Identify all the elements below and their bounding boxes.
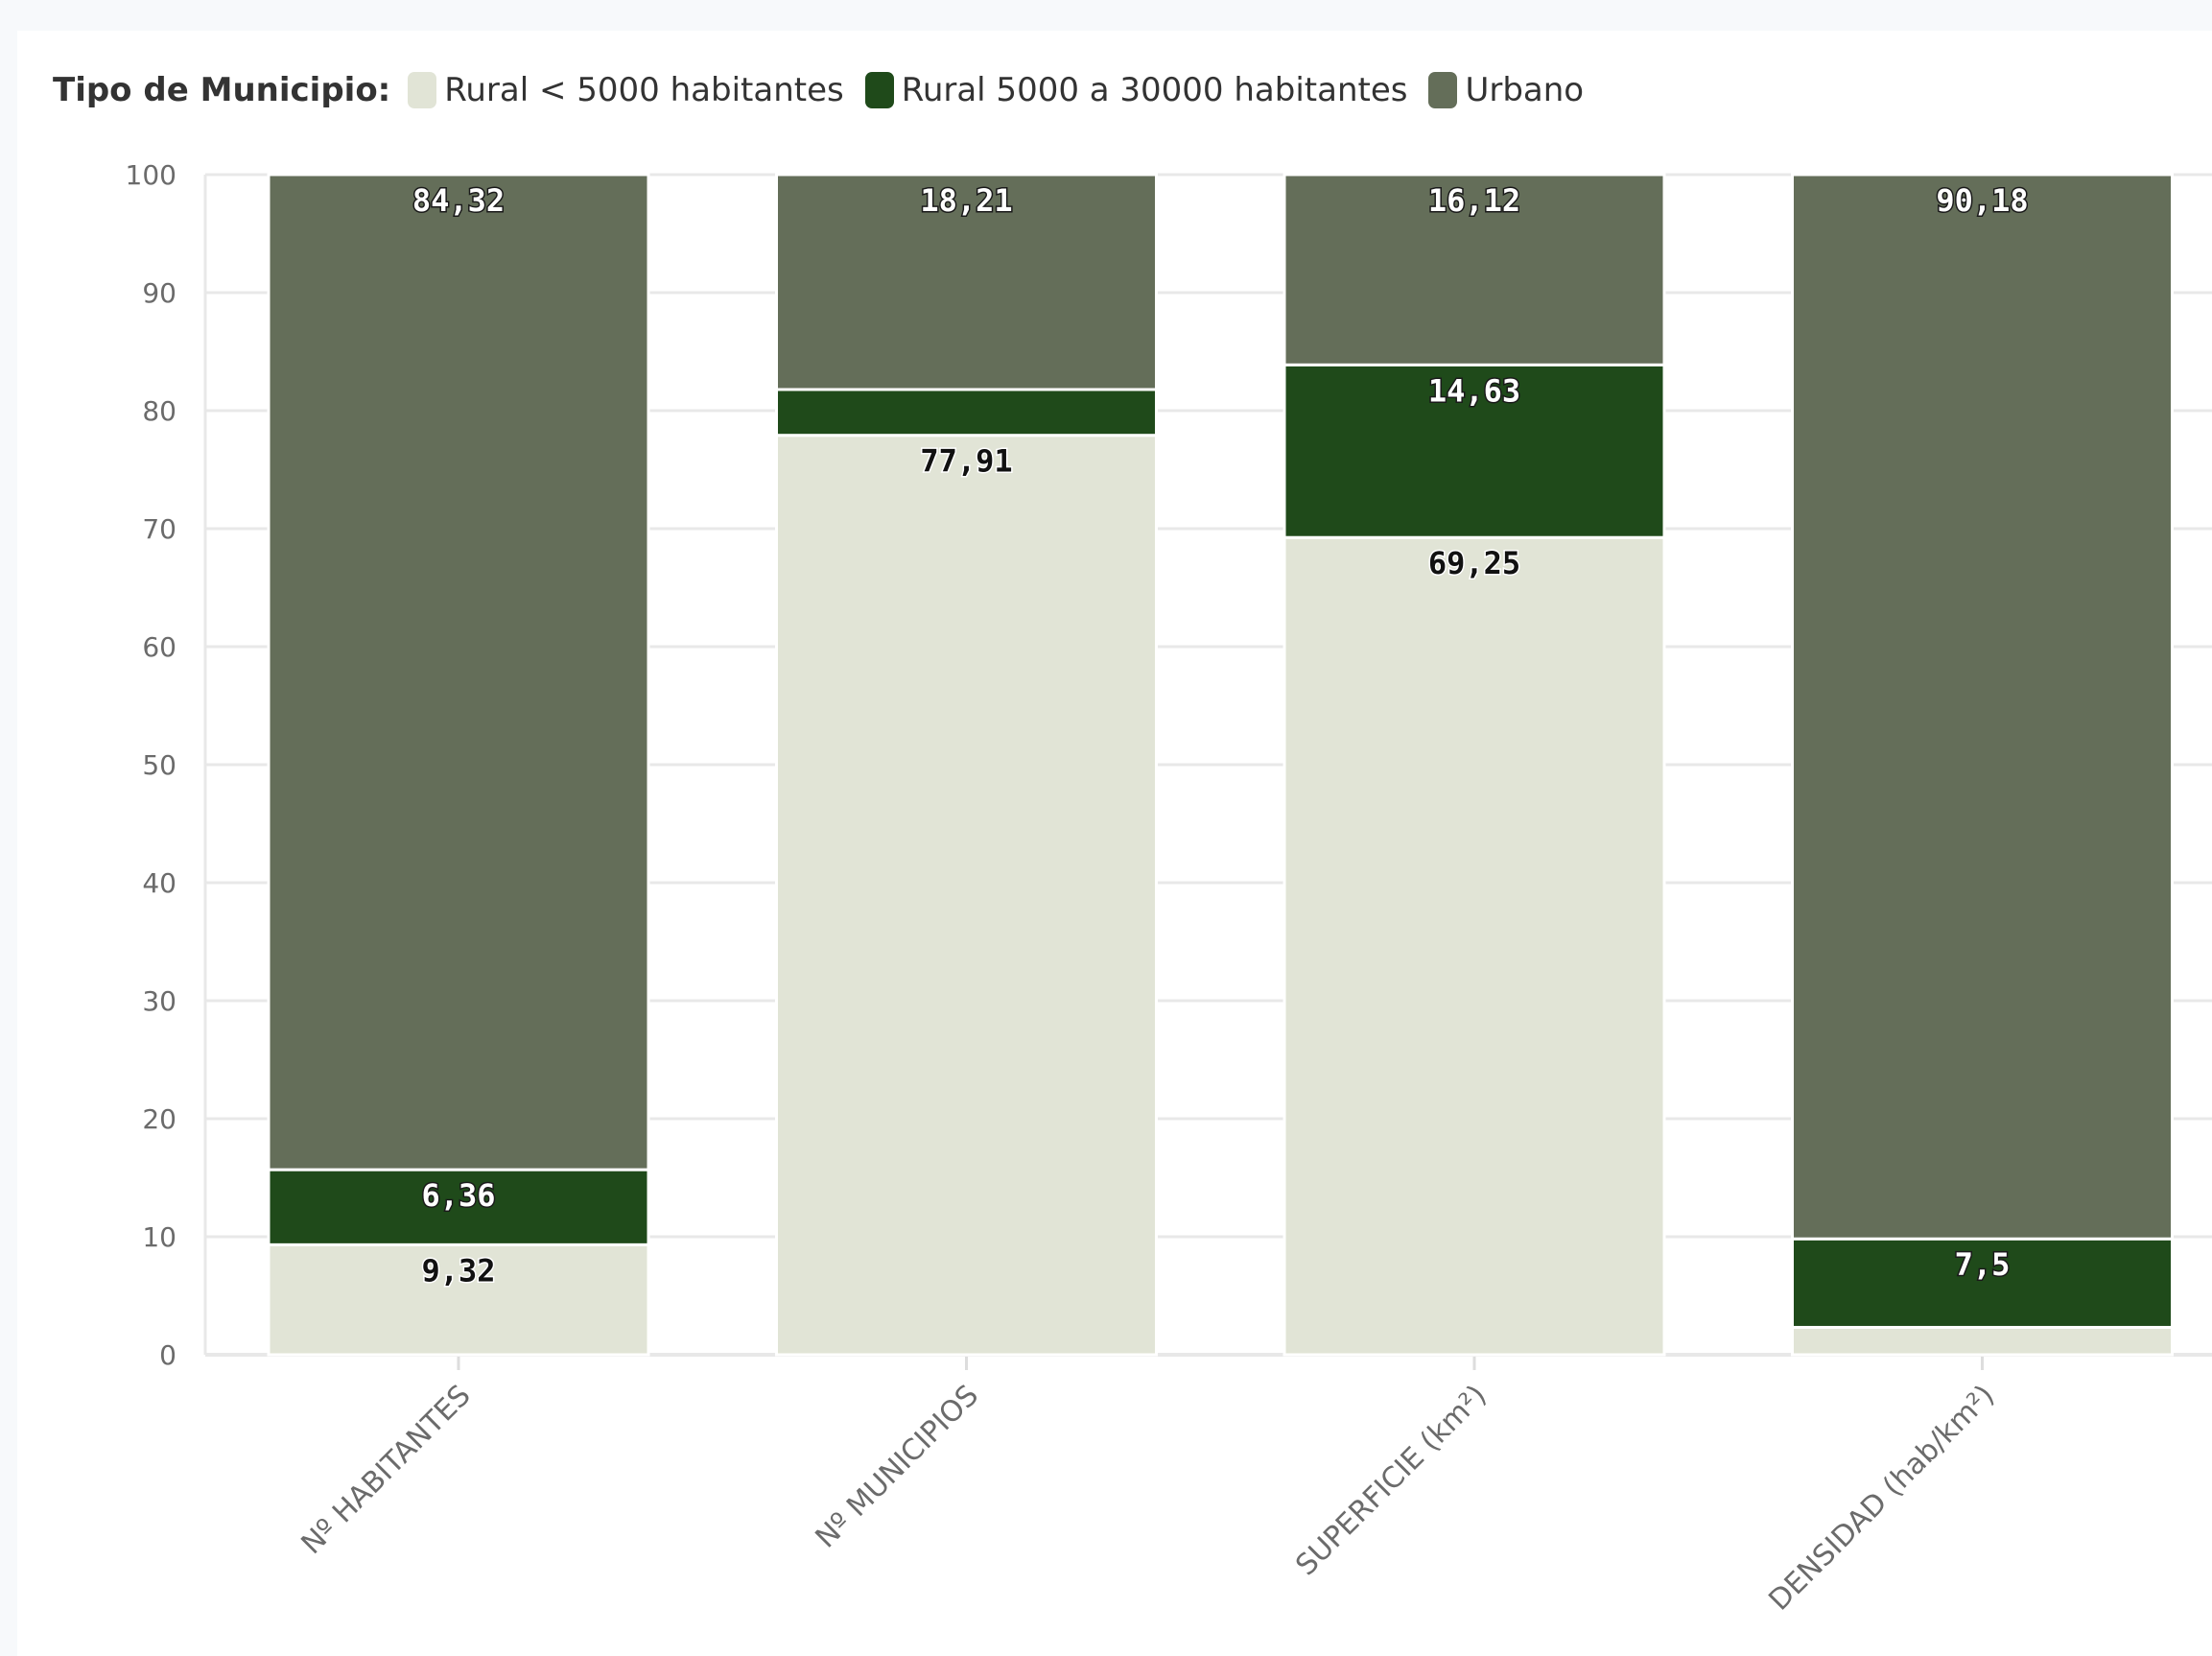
x-category-label: Nº HABITANTES — [295, 1379, 478, 1561]
bar-segment — [267, 173, 650, 1171]
y-tick-label: 40 — [142, 867, 176, 899]
legend-item-urban[interactable]: Urbano — [1428, 71, 1584, 109]
y-tick-label: 30 — [142, 985, 176, 1017]
y-tick-label: 20 — [142, 1103, 176, 1135]
y-tick-label: 50 — [142, 749, 176, 781]
y-tick-label: 60 — [142, 631, 176, 663]
bar-segment — [1791, 1237, 2174, 1329]
legend: Tipo de Municipio: Rural < 5000 habitant… — [53, 63, 1605, 117]
data-label: 16,12 — [1428, 182, 1520, 219]
legend-item-rural-medium[interactable]: Rural 5000 a 30000 habitantes — [864, 71, 1408, 109]
bar-segment — [1282, 173, 1666, 367]
bar-segment — [1282, 363, 1666, 539]
data-label: 9,32 — [421, 1252, 495, 1289]
data-label: 14,63 — [1428, 372, 1520, 409]
legend-label-urban: Urbano — [1465, 71, 1585, 109]
x-category-label: SUPERFICIE (km²) — [1289, 1379, 1493, 1582]
data-label: 84,32 — [412, 182, 505, 219]
y-tick-label: 90 — [142, 277, 176, 309]
x-category-label: Nº MUNICIPIOS — [810, 1379, 986, 1555]
y-tick-label: 100 — [126, 159, 176, 191]
bar-segment — [1791, 1325, 2174, 1357]
data-label: 77,91 — [920, 443, 1012, 480]
data-label: 7,5 — [1955, 1246, 2011, 1283]
legend-label-rural-small: Rural < 5000 habitantes — [444, 71, 844, 109]
legend-swatch-rural-medium — [864, 72, 894, 108]
bar-segment — [267, 1242, 650, 1357]
data-label: 69,25 — [1428, 545, 1520, 581]
legend-label-rural-medium: Rural 5000 a 30000 habitantes — [901, 71, 1408, 109]
bar-segment — [267, 1168, 650, 1246]
bar-segment — [1791, 173, 2174, 1241]
legend-swatch-urban — [1428, 72, 1458, 108]
y-tick-label: 0 — [159, 1339, 176, 1371]
legend-item-rural-small[interactable]: Rural < 5000 habitantes — [408, 71, 844, 109]
legend-swatch-rural-small — [408, 72, 437, 108]
y-tick-label: 80 — [142, 395, 176, 427]
y-tick-label: 70 — [142, 513, 176, 545]
data-label: 18,21 — [920, 182, 1012, 219]
x-category-label: DENSIDAD (hab/km²) — [1762, 1379, 2001, 1618]
bar-segment — [775, 388, 1158, 438]
bar-segment — [775, 173, 1158, 391]
bar-segment — [775, 434, 1158, 1357]
data-label: 6,36 — [421, 1177, 495, 1214]
bar-segment — [1282, 535, 1666, 1357]
data-label: 90,18 — [1936, 182, 2028, 219]
y-tick-label: 10 — [142, 1221, 176, 1253]
legend-title: Tipo de Municipio: — [53, 71, 391, 109]
